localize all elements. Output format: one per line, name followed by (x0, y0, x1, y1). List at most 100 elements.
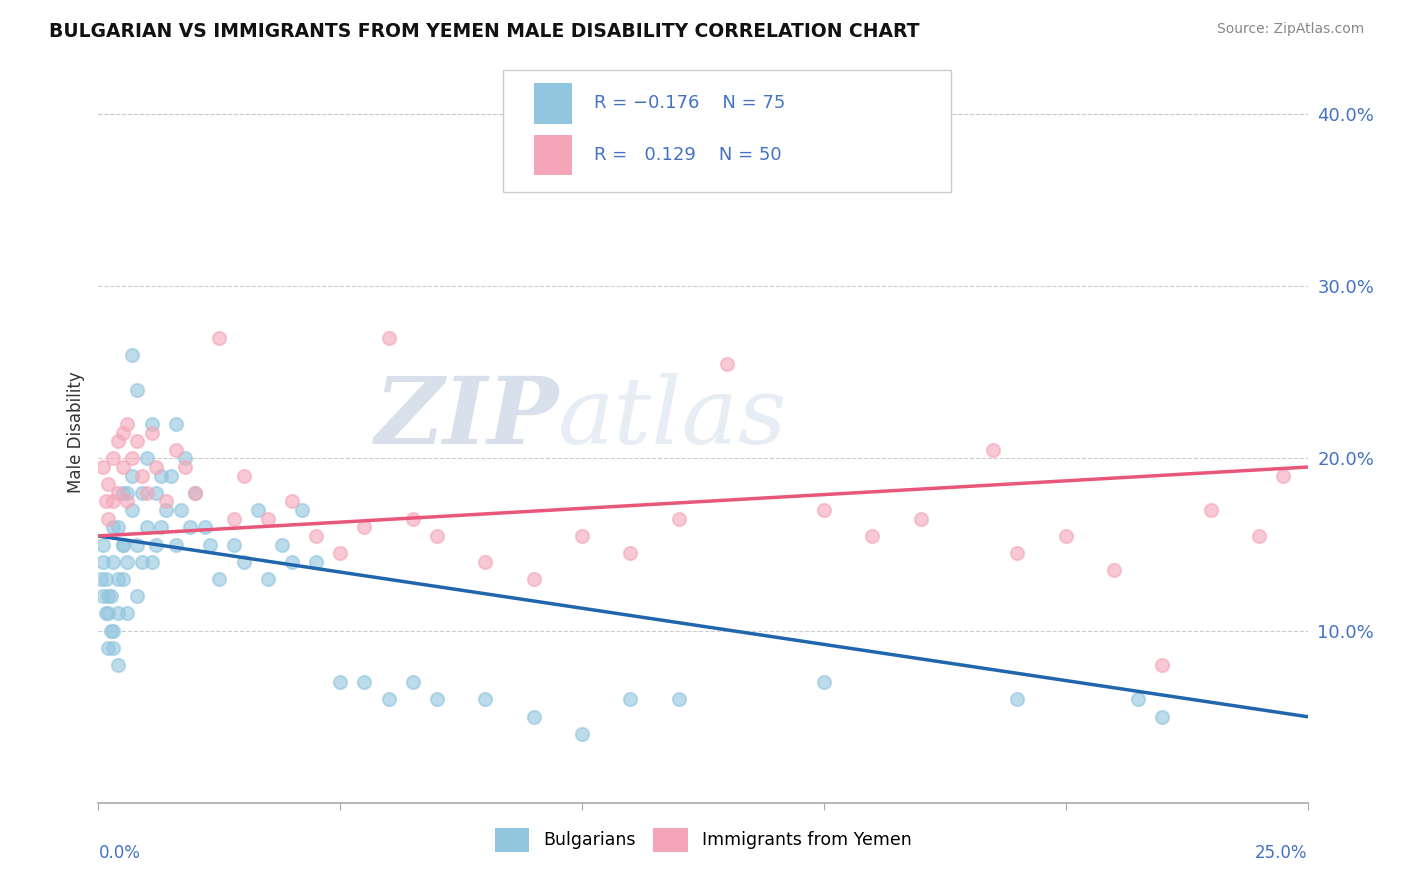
Point (271, 537, 294, 551)
Point (107, 520, 129, 534)
Point (232, 555, 254, 569)
Point (247, 503, 270, 517)
Point (150, 520, 173, 534)
Point (107, 434, 129, 449)
Point (141, 555, 163, 569)
Point (184, 486, 207, 500)
Text: Source: ZipAtlas.com: Source: ZipAtlas.com (1216, 22, 1364, 37)
Point (111, 537, 134, 551)
Point (111, 425, 134, 440)
Point (523, 572, 546, 586)
Point (668, 512, 690, 526)
Text: ZIP: ZIP (374, 373, 558, 463)
Point (97, 640, 120, 655)
Point (100, 589, 122, 603)
Point (165, 537, 187, 551)
Point (1102, 563, 1125, 577)
Point (426, 692, 449, 706)
Point (571, 727, 593, 741)
FancyBboxPatch shape (503, 70, 950, 192)
Point (281, 555, 304, 569)
Text: atlas: atlas (558, 373, 787, 463)
Point (813, 503, 835, 517)
Point (135, 486, 157, 500)
Point (117, 486, 139, 500)
Point (141, 425, 163, 440)
Point (165, 417, 187, 431)
Point (145, 460, 167, 475)
Text: R = −0.176    N = 75: R = −0.176 N = 75 (595, 95, 786, 112)
Point (860, 529, 883, 543)
Point (1152, 709, 1174, 723)
Point (127, 434, 149, 449)
Point (111, 572, 134, 586)
Point (100, 624, 122, 638)
Point (571, 529, 593, 543)
Point (353, 520, 375, 534)
Point (101, 494, 124, 508)
Point (402, 675, 425, 690)
Point (107, 607, 129, 621)
Point (131, 468, 153, 483)
Point (1007, 692, 1029, 706)
Point (184, 486, 207, 500)
Point (1128, 692, 1150, 706)
Point (94, 572, 117, 586)
Point (910, 512, 932, 526)
Point (155, 494, 177, 508)
Point (160, 468, 183, 483)
Point (127, 537, 149, 551)
Legend: Bulgarians, Immigrants from Yemen: Bulgarians, Immigrants from Yemen (486, 819, 920, 861)
Point (90, 572, 112, 586)
Point (117, 555, 139, 569)
Point (145, 486, 167, 500)
Point (135, 451, 157, 466)
Point (208, 331, 231, 345)
Point (131, 555, 153, 569)
Point (121, 348, 143, 362)
Point (111, 537, 134, 551)
Point (121, 468, 143, 483)
Point (1199, 503, 1222, 517)
Point (329, 675, 352, 690)
Point (97, 477, 120, 491)
Point (101, 520, 124, 534)
Point (208, 572, 231, 586)
Point (101, 555, 124, 569)
Point (813, 675, 835, 690)
Point (474, 692, 496, 706)
Point (179, 520, 201, 534)
Point (127, 383, 149, 397)
Point (222, 537, 245, 551)
Point (150, 468, 173, 483)
Point (94, 607, 117, 621)
Point (1007, 546, 1029, 560)
Point (981, 442, 1004, 457)
Point (174, 451, 197, 466)
Text: 25.0%: 25.0% (1256, 844, 1308, 862)
Point (169, 503, 191, 517)
Point (101, 640, 124, 655)
Point (426, 529, 449, 543)
Point (107, 486, 129, 500)
Point (155, 503, 177, 517)
Point (619, 546, 641, 560)
Point (619, 692, 641, 706)
Point (305, 529, 328, 543)
Point (97, 512, 120, 526)
Point (1152, 658, 1174, 673)
Y-axis label: Male Disability: Male Disability (66, 372, 84, 493)
Point (174, 460, 197, 475)
Point (353, 675, 375, 690)
Point (1054, 529, 1077, 543)
Point (474, 555, 496, 569)
Text: BULGARIAN VS IMMIGRANTS FROM YEMEN MALE DISABILITY CORRELATION CHART: BULGARIAN VS IMMIGRANTS FROM YEMEN MALE … (49, 22, 920, 41)
Point (97, 589, 120, 603)
Point (377, 331, 399, 345)
Point (131, 486, 153, 500)
Text: R =   0.129    N = 50: R = 0.129 N = 50 (595, 146, 782, 164)
Point (165, 442, 187, 457)
Point (117, 417, 139, 431)
Point (1249, 529, 1271, 543)
Text: 0.0%: 0.0% (98, 844, 141, 862)
